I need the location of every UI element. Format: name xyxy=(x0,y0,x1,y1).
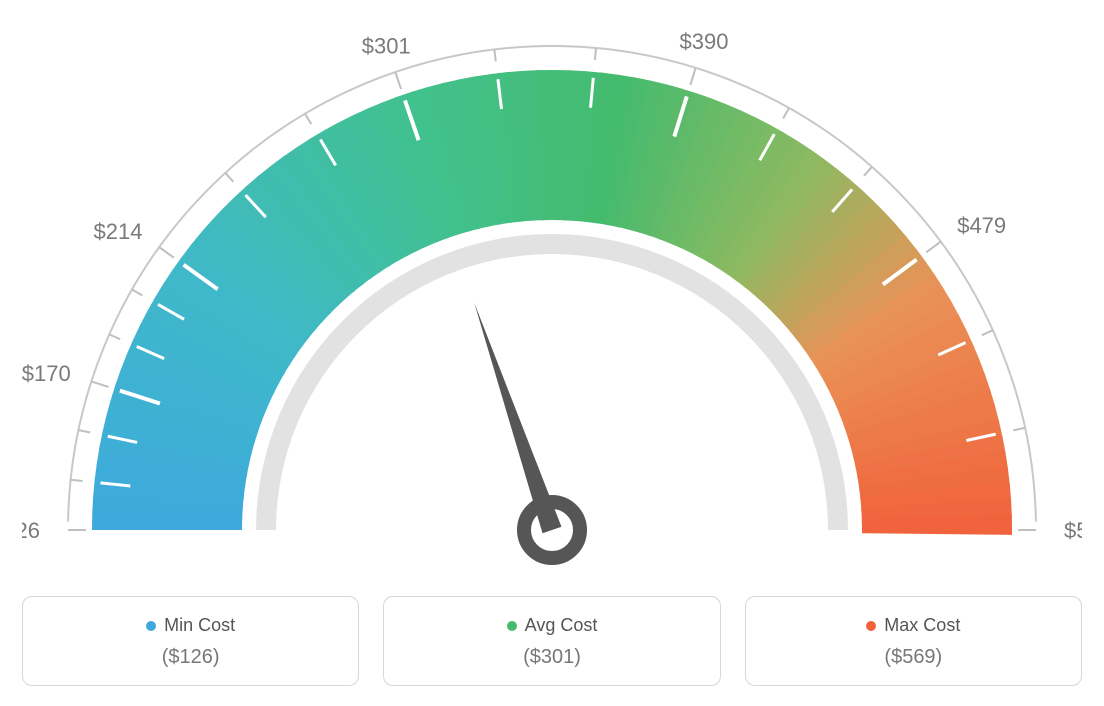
legend-label-max: Max Cost xyxy=(884,615,960,636)
gauge-chart: $126 $170 $214 $301 $390 $479 $569 xyxy=(22,20,1082,580)
cost-gauge-widget: $126 $170 $214 $301 $390 $479 $569 Min Cost ($… xyxy=(22,20,1082,686)
tick-label: $301 xyxy=(362,34,411,59)
legend-card-avg: Avg Cost ($301) xyxy=(383,596,720,686)
tick-label: $390 xyxy=(680,29,729,54)
legend-label-avg: Avg Cost xyxy=(525,615,598,636)
legend-value-max: ($569) xyxy=(756,646,1071,669)
tick-label: $170 xyxy=(22,361,71,386)
legend-title-avg: Avg Cost xyxy=(507,615,598,636)
gauge-svg: $126 $170 $214 $301 $390 $479 $569 xyxy=(22,20,1082,580)
tick-label: $479 xyxy=(957,213,1006,238)
tick-label: $569 xyxy=(1064,518,1082,543)
legend-value-min: ($126) xyxy=(33,646,348,669)
legend-row: Min Cost ($126) Avg Cost ($301) Max Cost… xyxy=(22,596,1082,686)
tick-label: $126 xyxy=(22,518,40,543)
legend-card-min: Min Cost ($126) xyxy=(22,596,359,686)
legend-title-min: Min Cost xyxy=(146,615,235,636)
legend-title-max: Max Cost xyxy=(866,615,960,636)
tick-label: $214 xyxy=(94,219,143,244)
dot-icon xyxy=(146,621,156,631)
legend-card-max: Max Cost ($569) xyxy=(745,596,1082,686)
legend-label-min: Min Cost xyxy=(164,615,235,636)
dot-icon xyxy=(507,621,517,631)
legend-value-avg: ($301) xyxy=(394,646,709,669)
dot-icon xyxy=(866,621,876,631)
gauge-ring xyxy=(92,70,1012,535)
